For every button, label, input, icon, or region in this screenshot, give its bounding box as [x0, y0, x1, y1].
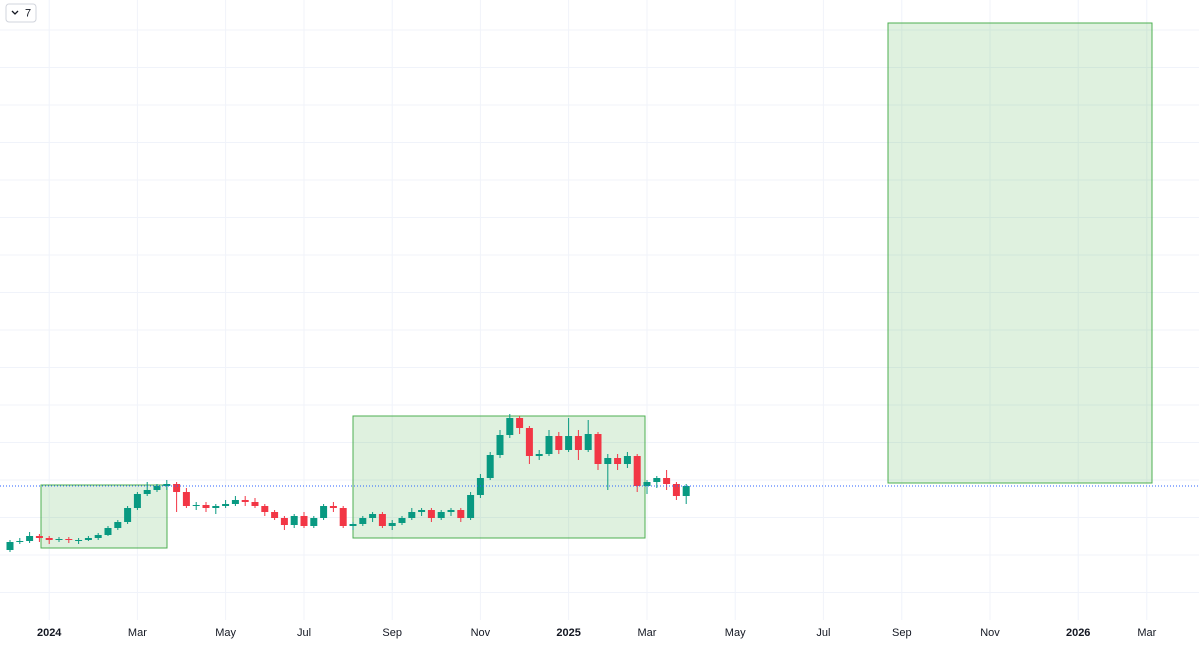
candle-body [535, 454, 543, 456]
candle-body [408, 512, 416, 518]
rectangle-drawing[interactable] [887, 22, 1153, 484]
candle-body [359, 518, 367, 524]
candle-body [447, 510, 455, 512]
candle-body [143, 490, 151, 494]
candle-body [192, 505, 200, 506]
candle-body [653, 478, 661, 482]
button-frame[interactable] [5, 3, 37, 23]
candle-body [6, 542, 14, 550]
candle-body [584, 434, 592, 450]
candle-body [202, 505, 210, 508]
candle-body [45, 538, 53, 540]
x-tick-label: Nov [980, 627, 1000, 639]
candle-body [623, 456, 631, 464]
x-tick-label: 2026 [1066, 627, 1090, 639]
x-tick-label: Jul [297, 627, 311, 639]
interval-button[interactable]: 7 [5, 3, 37, 23]
candle-body [290, 516, 298, 525]
candle-body [418, 510, 426, 512]
candle-body [467, 495, 475, 518]
candle-body [388, 523, 396, 526]
candle-body [55, 539, 63, 540]
candle-body [241, 500, 249, 502]
candle-body [222, 504, 230, 506]
candle-body [133, 494, 141, 508]
candle-body [251, 502, 259, 506]
candle-body [525, 428, 533, 456]
candle-body [672, 484, 680, 496]
candle-body [65, 539, 73, 540]
candle-body [16, 541, 24, 542]
candle-body [104, 528, 112, 535]
x-tick-label: Mar [1137, 627, 1156, 639]
candles [0, 414, 1199, 552]
candle-body [75, 540, 83, 541]
candle-body [231, 500, 239, 504]
rectangle-drawing[interactable] [40, 484, 168, 549]
candle-body [212, 506, 220, 508]
candle-body [545, 436, 553, 454]
candle-body [26, 536, 34, 541]
candle-body [398, 518, 406, 523]
candle-body [163, 484, 171, 486]
candle-body [604, 458, 612, 464]
candle-body [614, 458, 622, 464]
candle-body [594, 434, 602, 464]
x-tick-label: Nov [471, 627, 491, 639]
x-tick-label: May [725, 627, 746, 639]
candle-body [486, 455, 494, 478]
candle-body [114, 522, 122, 528]
chevron-icon [11, 10, 19, 15]
candle-body [555, 436, 563, 450]
candle-body [310, 518, 318, 526]
candle-body [35, 536, 43, 538]
candle-body [124, 508, 132, 522]
candle-body [682, 486, 690, 496]
candle-body [369, 514, 377, 518]
button-label[interactable]: 7 [25, 7, 31, 19]
candle-body [437, 512, 445, 518]
candle-body [329, 506, 337, 508]
candle-body [300, 516, 308, 526]
candle-body [457, 510, 465, 518]
candle-body [271, 512, 279, 518]
x-tick-label: 2025 [556, 627, 580, 639]
candle-body [94, 535, 102, 538]
candle-body [633, 456, 641, 486]
candle-body [280, 518, 288, 525]
candle-body [153, 486, 161, 490]
candle-body [261, 506, 269, 512]
x-tick-label: Mar [128, 627, 147, 639]
candle-body [663, 478, 671, 484]
candle-body [84, 538, 92, 540]
x-tick-label: Sep [382, 627, 402, 639]
grid [0, 0, 1199, 620]
x-tick-label: Sep [892, 627, 912, 639]
candle-body [516, 418, 524, 428]
candle-body [339, 508, 347, 526]
candle-body [378, 514, 386, 526]
x-tick-label: Mar [638, 627, 657, 639]
candle-body [565, 436, 573, 450]
candle-body [496, 435, 504, 455]
candle-body [643, 482, 651, 486]
x-tick-label: 2024 [37, 627, 62, 639]
candle-body [427, 510, 435, 518]
x-tick-label: Jul [816, 627, 830, 639]
candle-body [182, 492, 190, 506]
candle-body [349, 524, 357, 526]
x-tick-label: May [215, 627, 236, 639]
candle-body [574, 436, 582, 450]
candle-body [320, 506, 328, 518]
candle-body [173, 484, 181, 492]
candle-body [506, 418, 514, 435]
